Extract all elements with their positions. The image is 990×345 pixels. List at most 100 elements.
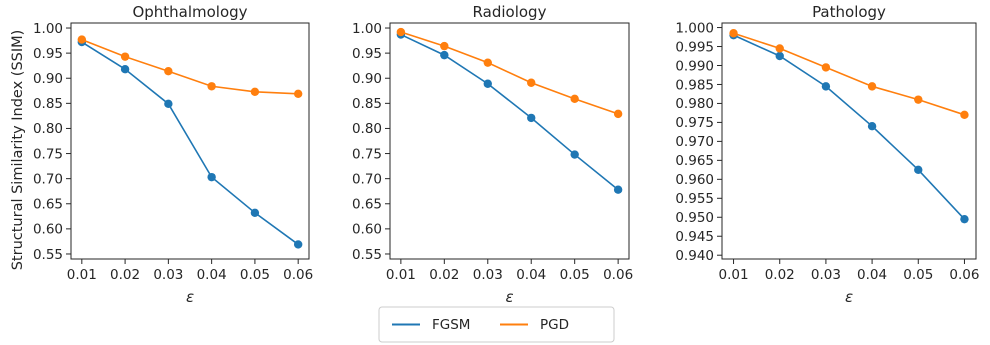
data-point-pgd <box>960 110 969 120</box>
series-line-pgd <box>81 38 299 95</box>
y-tick-label: 0.75 <box>352 146 382 162</box>
y-tick-label: 0.95 <box>33 46 63 62</box>
y-tick-label: 0.55 <box>33 247 63 263</box>
y-tick-label: 0.975 <box>675 115 714 131</box>
data-point-fgsm <box>960 214 969 224</box>
y-tick-label: 0.65 <box>352 197 382 213</box>
y-tick-label: 0.65 <box>33 197 63 213</box>
y-tick-label: 0.960 <box>675 172 714 188</box>
series-fgsm-pathology <box>729 30 969 224</box>
y-tick-label: 0.965 <box>675 153 714 169</box>
data-point-fgsm <box>613 185 623 194</box>
data-point-fgsm <box>250 208 260 218</box>
data-point-fgsm <box>775 51 784 61</box>
series-line-pgd <box>400 31 619 115</box>
series-fgsm-ophthalmology <box>77 37 303 249</box>
legend-label-fgsm: FGSM <box>432 317 470 333</box>
data-point-fgsm <box>867 122 877 131</box>
data-point-pgd <box>293 89 303 99</box>
y-tick-label: 0.80 <box>33 121 63 137</box>
data-point-fgsm <box>440 50 449 60</box>
data-point-fgsm <box>483 79 492 88</box>
y-tick-label: 0.60 <box>33 222 63 238</box>
y-tick-label: 0.75 <box>33 146 63 162</box>
x-tick-label: 0.04 <box>516 267 546 283</box>
data-point-pgd <box>729 29 738 38</box>
data-point-pgd <box>867 82 877 91</box>
x-axis-label: ε <box>845 288 853 306</box>
legend-label-pgd: PGD <box>540 317 569 333</box>
data-point-pgd <box>483 58 492 67</box>
x-axis-label: ε <box>505 288 513 306</box>
x-tick-label: 0.02 <box>765 267 795 283</box>
data-point-pgd <box>396 27 406 37</box>
data-point-pgd <box>821 63 831 72</box>
data-point-fgsm <box>821 82 831 91</box>
x-tick-label: 0.03 <box>811 267 841 283</box>
panel-title-ophthalmology: Ophthalmology <box>132 3 247 21</box>
y-tick-label: 0.945 <box>675 229 714 245</box>
data-point-pgd <box>77 35 87 44</box>
data-point-pgd <box>250 87 260 96</box>
data-point-pgd <box>120 52 130 61</box>
y-tick-label: 0.70 <box>33 171 63 187</box>
panel-radiology: Radiology 0.01 0.02 0.03 0.04 0.05 0.06 0.55 0.6… <box>352 3 633 306</box>
series-pgd-radiology <box>396 27 623 119</box>
y-tick-label: 1.000 <box>675 20 714 36</box>
y-tick-label: 0.955 <box>675 191 714 207</box>
data-point-pgd <box>527 78 536 87</box>
data-point-pgd <box>207 82 216 91</box>
data-point-fgsm <box>207 172 216 182</box>
plot-frame <box>70 22 310 260</box>
series-line-fgsm <box>400 33 619 191</box>
y-tick-label: 0.970 <box>675 134 714 150</box>
y-tick-label: 0.90 <box>33 71 63 87</box>
plot-frame <box>389 22 630 260</box>
y-axis-label: Structural Similarity Index (SSIM) <box>10 30 26 271</box>
x-tick-label: 0.04 <box>197 267 227 283</box>
data-point-fgsm <box>164 99 173 109</box>
y-tick-label: 0.980 <box>675 96 714 112</box>
x-tick-label: 0.05 <box>560 267 590 283</box>
series-pgd-ophthalmology <box>77 35 303 99</box>
series-line-pgd <box>733 32 965 116</box>
panel-pathology: Pathology 0.01 0.02 0.03 0.04 0.05 0.06 0.940 0.… <box>675 3 979 306</box>
y-tick-label: 0.70 <box>352 171 382 187</box>
x-tick-label: 0.06 <box>949 267 979 283</box>
y-tick-label: 0.995 <box>675 39 714 55</box>
x-axis-label: ε <box>186 288 194 306</box>
data-point-pgd <box>914 95 923 104</box>
x-tick-label: 0.06 <box>283 267 313 283</box>
data-point-fgsm <box>914 165 923 175</box>
data-point-pgd <box>775 44 784 53</box>
x-tick-label: 0.02 <box>110 267 140 283</box>
y-tick-label: 0.55 <box>352 247 382 263</box>
x-tick-label: 0.01 <box>67 267 97 283</box>
data-point-fgsm <box>527 113 536 123</box>
y-tick-label: 0.950 <box>675 210 714 226</box>
data-point-pgd <box>613 109 623 119</box>
data-point-pgd <box>440 41 449 51</box>
x-tick-label: 0.01 <box>719 267 749 283</box>
y-tick-label: 0.985 <box>675 77 714 93</box>
data-point-fgsm <box>570 150 579 159</box>
legend-frame <box>378 306 615 343</box>
plot-frame <box>721 22 977 260</box>
y-tick-label: 0.990 <box>675 58 714 74</box>
panel-title-pathology: Pathology <box>812 3 886 21</box>
y-tick-label: 0.90 <box>352 71 382 87</box>
chart-panels: Ophthalmology 0.01 0.02 0.03 0.04 0.05 0.06 0.5… <box>33 3 980 306</box>
y-tick-label: 1.00 <box>33 21 63 37</box>
legend: FGSM PGD <box>378 306 615 343</box>
y-tick-label: 0.85 <box>352 96 382 112</box>
series-line-fgsm <box>81 41 299 246</box>
x-tick-label: 0.05 <box>903 267 933 283</box>
y-tick-label: 0.940 <box>675 248 714 264</box>
y-tick-label: 1.00 <box>352 21 382 37</box>
data-point-pgd <box>570 94 579 104</box>
y-tick-label: 0.80 <box>352 121 382 137</box>
y-tick-label: 0.95 <box>352 46 382 62</box>
data-point-fgsm <box>293 240 303 249</box>
y-tick-label: 0.85 <box>33 96 63 112</box>
